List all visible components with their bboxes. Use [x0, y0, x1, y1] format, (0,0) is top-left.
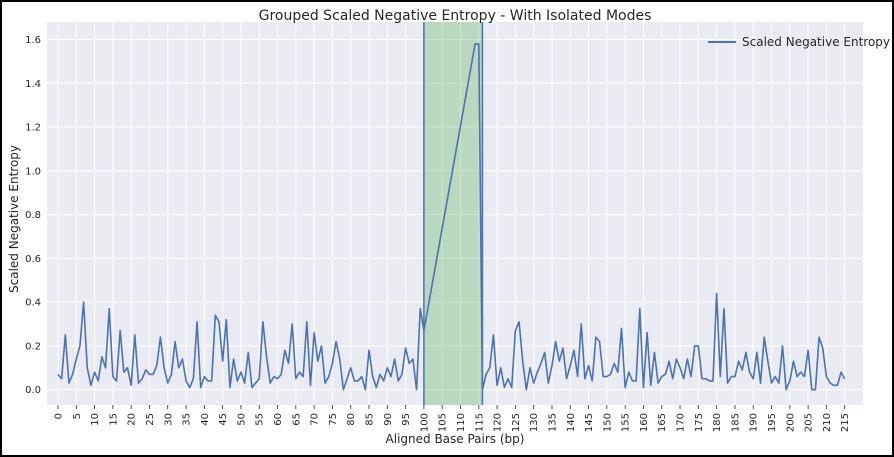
y-tick-label: 0.2	[25, 341, 41, 352]
legend-label: Scaled Negative Entropy	[742, 35, 890, 49]
x-tick-label: 115	[474, 413, 485, 432]
x-tick-label: 10	[90, 413, 101, 426]
series-line-scaled-negative-entropy	[57, 43, 846, 391]
x-tick-label: 70	[310, 413, 321, 426]
x-tick-label: 30	[163, 413, 174, 426]
x-tick-label: 205	[804, 413, 815, 432]
x-tick-label: 210	[822, 413, 833, 432]
y-tick-labels: 0.0 0.2 0.4 0.6 0.8 1.0 1.2 1.4 1.6	[25, 35, 41, 396]
y-tick-label: 0.6	[25, 254, 41, 265]
x-tick-label: 15	[108, 413, 119, 426]
y-tick-label: 0.4	[25, 298, 41, 309]
x-tick-label: 45	[218, 413, 229, 426]
x-tick-label: 125	[511, 413, 522, 432]
y-tick-label: 1.6	[25, 35, 41, 46]
x-tick-label: 120	[493, 413, 504, 432]
x-tick-label: 110	[456, 413, 467, 432]
x-tick-label: 140	[566, 413, 577, 432]
x-tick-label: 5	[72, 413, 83, 419]
x-tick-label: 190	[749, 413, 760, 432]
x-tick-label: 195	[767, 413, 778, 432]
x-tick-label: 80	[346, 413, 357, 426]
x-tick-label: 20	[127, 413, 138, 426]
x-tick-label: 95	[401, 413, 412, 426]
x-tick-label: 100	[419, 413, 430, 432]
x-tick-label: 175	[694, 413, 705, 432]
x-tick-label: 150	[602, 413, 613, 432]
x-tick-label: 50	[236, 413, 247, 426]
x-tick-label: 105	[438, 413, 449, 432]
x-tick-label: 60	[273, 413, 284, 426]
x-tick-label: 40	[200, 413, 211, 426]
y-axis-label: Scaled Negative Entropy	[7, 145, 21, 293]
x-tick-label: 185	[730, 413, 741, 432]
x-tick-label: 35	[182, 413, 193, 426]
x-tick-label: 145	[584, 413, 595, 432]
x-tick-label: 90	[383, 413, 394, 426]
x-axis-label: Aligned Base Pairs (bp)	[386, 432, 525, 446]
highlight-region	[423, 22, 483, 405]
plot-background	[47, 22, 863, 405]
x-tick-label: 160	[639, 413, 650, 432]
x-tick-label: 85	[365, 413, 376, 426]
y-tick-label: 0.8	[25, 210, 41, 221]
x-tick-labels: 0 5 10 15 20 25 30 35 40 45 50 55 60 65 70 75 80 85 90 95 10…	[53, 405, 851, 432]
series-layer	[57, 43, 846, 391]
x-tick-label: 155	[621, 413, 632, 432]
y-tick-label: 1.4	[25, 79, 41, 90]
x-tick-label: 0	[53, 413, 64, 419]
grid-lines	[47, 22, 863, 405]
x-tick-label: 135	[547, 413, 558, 432]
x-tick-label: 75	[328, 413, 339, 426]
x-tick-label: 130	[529, 413, 540, 432]
legend: Scaled Negative Entropy	[708, 35, 890, 49]
x-tick-label: 25	[145, 413, 156, 426]
y-tick-label: 1.0	[25, 166, 41, 177]
x-tick-label: 55	[255, 413, 266, 426]
y-tick-label: 1.2	[25, 123, 41, 134]
x-tick-label: 180	[712, 413, 723, 432]
x-tick-label: 200	[785, 413, 796, 432]
x-tick-label: 65	[291, 413, 302, 426]
x-tick-label: 170	[676, 413, 687, 432]
x-tick-label: 165	[657, 413, 668, 432]
x-tick-label: 215	[840, 413, 851, 432]
y-tick-label: 0.0	[25, 385, 41, 396]
chart-title: Grouped Scaled Negative Entropy - With I…	[259, 8, 652, 24]
